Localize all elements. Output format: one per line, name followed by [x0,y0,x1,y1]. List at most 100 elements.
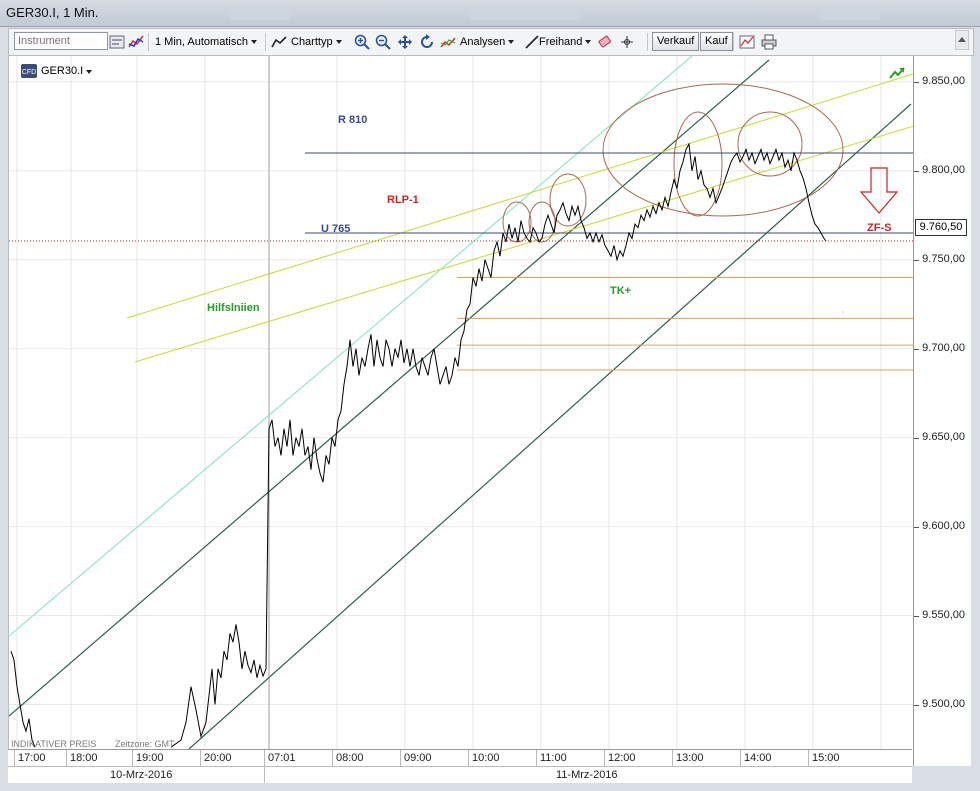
tkplus-label: TK+ [610,285,632,297]
ghost-tab [820,6,880,20]
y-tick-label: 9.800,00 [922,163,965,176]
u765-label: U 765 [321,223,351,235]
price-chart[interactable] [9,56,913,749]
x-tick-separator [200,750,201,767]
pattern-ellipse [528,201,556,243]
y-tick-label: 9.600,00 [922,519,965,532]
window-title: GER30.I, 1 Min. [6,5,99,20]
channel-line-upper [9,59,770,717]
freihand-dropdown[interactable]: Freihand [539,29,592,55]
x-tick-separator [264,750,265,767]
trendline-icon [525,35,539,49]
date-separator [264,767,265,783]
compare-chart-icon[interactable] [128,34,144,50]
horizontal-levels [9,152,913,371]
y-tick [914,259,919,261]
x-tick-separator [14,750,15,767]
x-tick-label: 10:00 [472,752,500,764]
y-tick [914,348,919,350]
chart-symbol[interactable]: GER30.I [41,65,84,77]
chevron-down-icon[interactable] [86,70,92,74]
verkauf-button[interactable]: Verkauf [652,32,700,51]
chevron-down-icon [508,40,515,45]
x-tick-separator [132,750,133,767]
price-series [10,142,827,748]
scroll-up-icon[interactable] [955,30,969,50]
x-tick-separator [332,750,333,767]
y-tick-label: 9.700,00 [922,341,965,354]
hilfslinie-lower [134,125,913,363]
chevron-down-icon [335,40,342,45]
analysen-dropdown[interactable]: Analysen [460,29,515,55]
price-line [10,650,36,748]
y-tick-label: 9.550,00 [922,608,965,621]
drawing-overlays [9,56,913,749]
zoom-out-icon[interactable] [375,34,391,50]
interval-label: 1 Min, Automatisch [155,36,248,48]
toolbar-separator [733,33,734,51]
toolbar-separator [647,33,648,51]
window-titlebar: GER30.I, 1 Min. [0,0,980,27]
hilfslinie-upper [126,73,913,319]
instrument-search-icon[interactable] [109,34,125,50]
timezone-note: Zeitzone: GMT [115,739,175,749]
current-price-badge: 9.760,50 [915,219,967,236]
charttyp-dropdown[interactable]: Charttyp [291,29,342,55]
crosshair-icon[interactable] [619,34,635,50]
y-tick [914,704,919,706]
zoom-in-icon[interactable] [354,34,370,50]
charttyp-icon [271,36,287,48]
toolbar-separator [265,33,266,51]
x-tick-separator [808,750,809,767]
y-tick [914,437,919,439]
x-tick-label: 08:00 [336,752,364,764]
pattern-ellipse [549,173,587,227]
x-tick-label: 07:01 [268,752,296,764]
x-tick-label: 14:00 [744,752,772,764]
indicative-price-note: INDIKATIVER PREIS [11,739,97,749]
eraser-icon[interactable] [597,34,613,50]
refresh-icon[interactable] [419,34,435,50]
chart-settings-icon[interactable] [739,34,755,50]
pattern-ellipse [673,111,723,217]
charttyp-label: Charttyp [291,36,333,48]
interval-dropdown[interactable]: 1 Min, Automatisch [155,29,257,55]
cfd-icon: CFD [21,64,37,78]
marker-dot [842,311,844,313]
chevron-down-icon [250,40,257,45]
x-tick-separator [536,750,537,767]
x-tick-separator [468,750,469,767]
trend-up-icon [889,67,905,79]
pattern-ellipse [737,111,803,177]
channel-line-lower [188,103,912,749]
hilfslinien-label: Hilfslniien [207,302,260,314]
zfs-arrow-icon [859,167,899,214]
ghost-tab [470,6,580,20]
svg-text:CFD: CFD [22,69,36,76]
x-tick-label: 13:00 [676,752,704,764]
x-tick-label: 18:00 [70,752,98,764]
time-axis[interactable]: 17:00 18:00 19:00 20:00 07:01 08:00 09:00 10:00… [8,749,912,767]
instrument-input[interactable] [14,32,108,50]
x-tick-label: 11:00 [540,752,567,764]
print-icon[interactable] [761,34,777,50]
toolbar-separator [148,33,149,51]
y-tick-label: 9.650,00 [922,430,965,443]
chart-grid [9,56,913,749]
x-tick-label: 20:00 [204,752,232,764]
pan-icon[interactable] [397,34,413,50]
pattern-ellipse [602,83,844,217]
x-tick-label: 19:00 [136,752,164,764]
y-tick-label: 9.850,00 [922,74,965,87]
chart-toolbar: 1 Min, Automatisch Charttyp Analysen Fre… [8,28,974,56]
x-tick-separator [604,750,605,767]
price-axis[interactable]: 9.850,00 9.800,00 9.750,00 9.700,00 9.650,00… [913,56,971,766]
kauf-button[interactable]: Kauf [700,32,733,51]
x-tick-separator [66,750,67,767]
analysen-icon [440,37,456,48]
chart-area[interactable]: CFD GER30.I INDIKATIVER PREIS Zeitzone: … [8,56,913,766]
analysen-label: Analysen [460,36,506,48]
x-tick-label: 15:00 [812,752,840,764]
r810-label: R 810 [338,114,368,126]
x-tick-separator [400,750,401,767]
